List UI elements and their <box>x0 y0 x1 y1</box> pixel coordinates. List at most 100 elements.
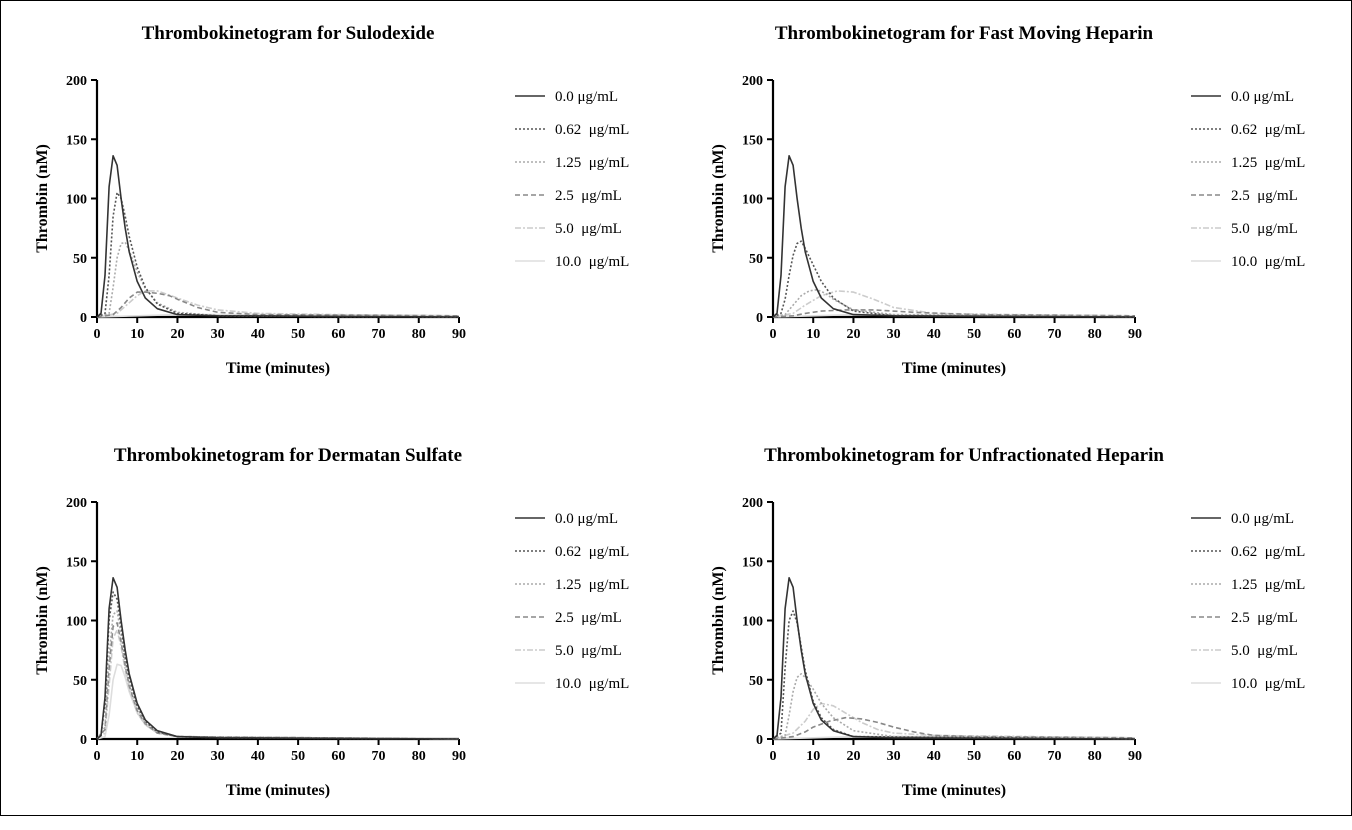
y-tick-label: 50 <box>73 252 87 267</box>
x-tick-label: 30 <box>211 327 225 342</box>
legend-label: 0.0 μg/mL <box>555 511 618 527</box>
legend-label: 0.62 μg/mL <box>555 122 629 138</box>
x-tick-label: 30 <box>887 749 901 764</box>
y-tick-label: 150 <box>742 555 763 570</box>
legend-label: 10.0 μg/mL <box>555 676 629 692</box>
y-tick-label: 200 <box>66 74 87 89</box>
series-line <box>96 622 460 740</box>
x-axis-label: Time (minutes) <box>226 360 330 377</box>
y-tick-label: 150 <box>66 555 87 570</box>
legend-label: 0.0 μg/mL <box>1231 511 1294 527</box>
x-tick-label: 10 <box>130 749 144 764</box>
series-line <box>96 591 460 740</box>
y-tick-label: 200 <box>742 74 763 89</box>
legend-label: 1.25 μg/mL <box>555 577 629 593</box>
series-line <box>96 191 460 318</box>
y-axis-label: Thrombin (nM) <box>34 566 51 675</box>
legend-label: 1.25 μg/mL <box>1231 577 1305 593</box>
legend-label: 2.5 μg/mL <box>555 610 622 626</box>
chart-svg: Thrombokinetogram for Dermatan Sulfate 0 1… <box>34 445 629 799</box>
x-tick-label: 10 <box>130 327 144 342</box>
chart-title: Thrombokinetogram for Sulodexide <box>142 23 435 44</box>
y-tick-label: 50 <box>749 674 763 689</box>
legend-label: 2.5 μg/mL <box>555 188 622 204</box>
series-line <box>772 673 1136 740</box>
legend-label: 0.62 μg/mL <box>1231 122 1305 138</box>
x-tick-label: 80 <box>412 327 426 342</box>
chart-panel-unfractionated-heparin: Thrombokinetogram for Unfractionated Hep… <box>677 423 1352 830</box>
x-axis-label: Time (minutes) <box>902 360 1006 377</box>
x-tick-label: 70 <box>372 327 386 342</box>
chart-title: Thrombokinetogram for Dermatan Sulfate <box>114 445 462 466</box>
series-line <box>772 702 1136 740</box>
chart-panel-sulodexide: Thrombokinetogram for Sulodexide 0 10 20 30 4… <box>1 1 676 408</box>
y-tick-label: 200 <box>66 496 87 511</box>
y-tick-label: 0 <box>756 733 763 748</box>
series-line <box>772 577 1136 740</box>
y-tick-label: 100 <box>742 615 763 630</box>
series-line <box>96 629 460 740</box>
x-tick-label: 40 <box>251 327 265 342</box>
x-tick-label: 90 <box>452 749 466 764</box>
x-tick-label: 10 <box>806 327 820 342</box>
x-tick-label: 20 <box>846 327 860 342</box>
y-tick-label: 0 <box>80 311 87 326</box>
series-line <box>96 610 460 740</box>
x-tick-label: 20 <box>846 749 860 764</box>
legend-label: 1.25 μg/mL <box>1231 155 1305 171</box>
y-axis-label: Thrombin (nM) <box>710 566 727 675</box>
legend-label: 10.0 μg/mL <box>1231 254 1305 270</box>
series-line <box>772 240 1136 318</box>
legend-label: 2.5 μg/mL <box>1231 610 1298 626</box>
x-tick-label: 40 <box>251 749 265 764</box>
legend-label: 0.62 μg/mL <box>555 544 629 560</box>
x-tick-label: 50 <box>291 327 305 342</box>
x-tick-label: 0 <box>770 749 777 764</box>
legend-label: 0.62 μg/mL <box>1231 544 1305 560</box>
y-tick-label: 50 <box>749 252 763 267</box>
x-axis-label: Time (minutes) <box>902 782 1006 799</box>
y-tick-label: 50 <box>73 674 87 689</box>
chart-title: Thrombokinetogram for Fast Moving Hepari… <box>775 23 1154 44</box>
chart-title: Thrombokinetogram for Unfractionated Hep… <box>764 445 1164 466</box>
series-line <box>772 288 1136 318</box>
y-tick-label: 100 <box>742 193 763 208</box>
x-tick-label: 90 <box>1128 749 1142 764</box>
x-tick-label: 70 <box>1048 327 1062 342</box>
series-line <box>772 309 1136 318</box>
series-line <box>96 290 460 318</box>
x-tick-label: 40 <box>927 749 941 764</box>
x-tick-label: 80 <box>1088 327 1102 342</box>
legend-label: 1.25 μg/mL <box>555 155 629 171</box>
x-tick-label: 0 <box>94 327 101 342</box>
x-tick-label: 80 <box>1088 749 1102 764</box>
y-tick-label: 150 <box>66 133 87 148</box>
y-tick-label: 100 <box>66 193 87 208</box>
x-tick-label: 90 <box>452 327 466 342</box>
x-tick-label: 50 <box>291 749 305 764</box>
x-tick-label: 90 <box>1128 327 1142 342</box>
series-line <box>772 155 1136 318</box>
x-tick-label: 60 <box>1007 749 1021 764</box>
y-axis-label: Thrombin (nM) <box>34 144 51 253</box>
x-tick-label: 40 <box>927 327 941 342</box>
x-tick-label: 60 <box>331 749 345 764</box>
legend-label: 5.0 μg/mL <box>555 221 622 237</box>
y-tick-label: 200 <box>742 496 763 511</box>
x-tick-label: 30 <box>887 327 901 342</box>
y-tick-label: 0 <box>756 311 763 326</box>
legend-label: 10.0 μg/mL <box>555 254 629 270</box>
y-tick-label: 100 <box>66 615 87 630</box>
x-tick-label: 20 <box>170 327 184 342</box>
chart-svg: Thrombokinetogram for Fast Moving Hepari… <box>710 23 1305 377</box>
chart-svg: Thrombokinetogram for Sulodexide 0 10 20 30 4… <box>34 23 629 377</box>
legend-label: 2.5 μg/mL <box>1231 188 1298 204</box>
y-tick-label: 150 <box>742 133 763 148</box>
x-axis-label: Time (minutes) <box>226 782 330 799</box>
series-line <box>772 716 1136 740</box>
x-tick-label: 50 <box>967 327 981 342</box>
series-line <box>96 291 460 318</box>
x-tick-label: 0 <box>770 327 777 342</box>
x-tick-label: 60 <box>1007 327 1021 342</box>
